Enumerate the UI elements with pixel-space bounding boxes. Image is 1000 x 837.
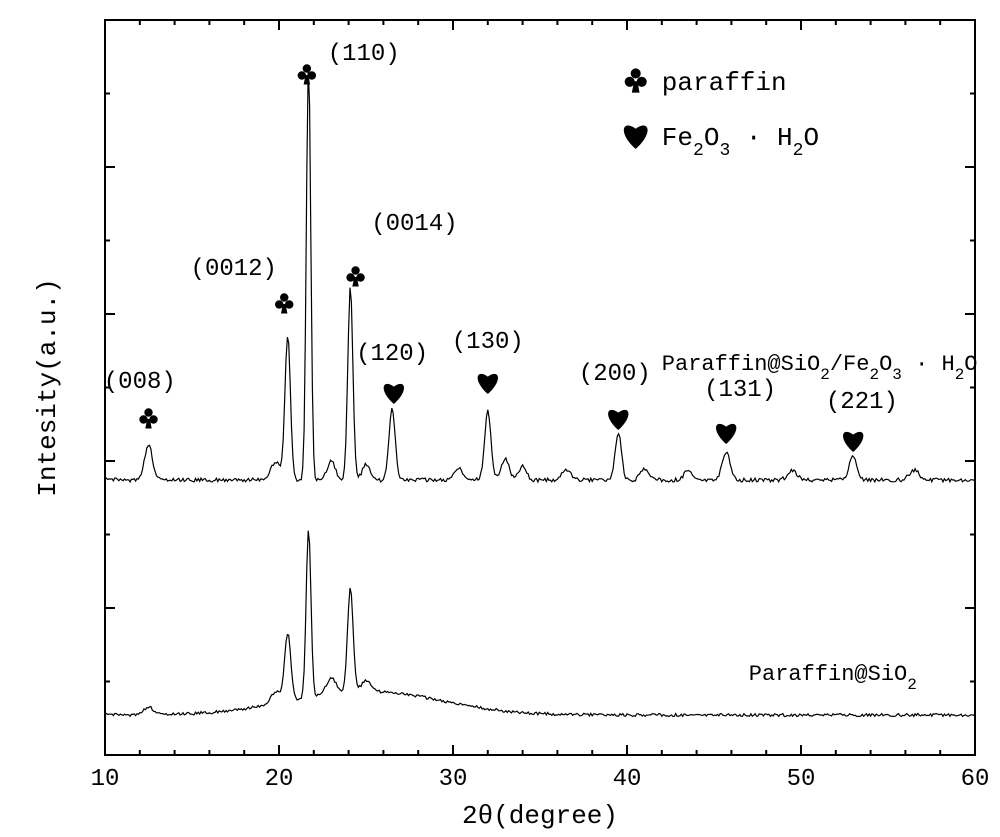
heart-icon — [843, 432, 863, 452]
svg-text:50: 50 — [787, 766, 816, 793]
peak-label: (0014) — [371, 211, 457, 238]
peak-label: (120) — [356, 341, 428, 368]
heart-icon — [716, 424, 736, 444]
svg-text:10: 10 — [91, 766, 120, 793]
club-icon — [298, 64, 316, 84]
curve-bottom — [105, 531, 975, 717]
heart-icon — [624, 125, 648, 149]
club-icon — [139, 408, 157, 428]
club-icon — [346, 266, 364, 286]
peak-label: (0012) — [191, 256, 277, 283]
svg-text:30: 30 — [439, 766, 468, 793]
peak-label: (221) — [826, 389, 898, 416]
heart-icon — [384, 384, 404, 404]
club-icon — [275, 293, 293, 313]
legend-fe2o3: Fe2O3 · H2O — [662, 123, 819, 161]
svg-text:20: 20 — [265, 766, 294, 793]
peak-label: (110) — [328, 41, 400, 68]
svg-text:60: 60 — [961, 766, 990, 793]
svg-text:40: 40 — [613, 766, 642, 793]
legend-paraffin: paraffin — [662, 68, 787, 98]
heart-icon — [608, 410, 628, 430]
series-label-bottom: Paraffin@SiO2 — [749, 662, 917, 694]
peak-label: (131) — [704, 377, 776, 404]
peak-label: (008) — [104, 369, 176, 396]
svg-text:2θ(degree): 2θ(degree) — [462, 801, 618, 831]
peak-label: (200) — [579, 361, 651, 388]
club-icon — [625, 68, 647, 92]
peak-label: (130) — [452, 329, 524, 356]
xrd-chart: 10 20 30 40 50 60 2θ(degree) Intesity(a.u.) (008… — [0, 0, 1000, 837]
chart-svg: 10 20 30 40 50 60 2θ(degree) Intesity(a.u.) (008… — [0, 0, 1000, 837]
svg-text:Intesity(a.u.): Intesity(a.u.) — [33, 278, 63, 496]
heart-icon — [478, 374, 498, 394]
